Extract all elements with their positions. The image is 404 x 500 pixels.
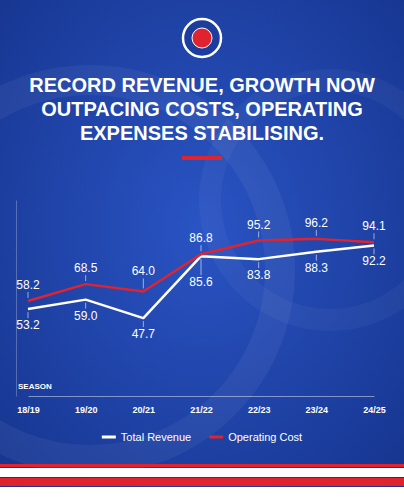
x-tick-label: 21/22	[190, 405, 213, 415]
x-tick-label: 23/24	[306, 405, 329, 415]
crest	[183, 19, 221, 57]
leader-line	[201, 245, 202, 251]
data-label: 92.2	[362, 254, 386, 268]
series-line	[28, 245, 374, 318]
y-axis	[16, 201, 17, 397]
data-label: 47.7	[132, 327, 156, 341]
x-axis-line	[29, 396, 375, 397]
title-line: OUTPACING COSTS, OPERATING	[41, 98, 363, 120]
leader-line	[316, 230, 317, 236]
stripe	[0, 468, 404, 477]
x-tick-label: 18/19	[17, 405, 40, 415]
data-label: 68.5	[74, 261, 98, 275]
leader-line	[374, 233, 375, 239]
data-label: 83.8	[247, 268, 271, 282]
data-label: 88.3	[305, 261, 329, 275]
x-axis-title: SEASON	[18, 382, 52, 391]
x-tick: 23/24	[306, 396, 329, 415]
leader-line	[143, 278, 144, 288]
x-tick: 19/20	[75, 396, 98, 415]
leader-line	[28, 292, 29, 298]
data-label: 58.2	[16, 278, 40, 292]
data-label: 64.0	[132, 264, 156, 278]
crest-centre	[192, 28, 212, 48]
title-underline	[182, 156, 222, 160]
x-tick: 22/23	[248, 396, 271, 415]
stripe	[0, 487, 404, 500]
chart: RECORD REVENUE, GROWTH NOWOUTPACING COST…	[0, 0, 404, 500]
leader-line	[201, 259, 202, 275]
legend-item: Total Revenue	[102, 431, 191, 443]
data-label: 86.8	[189, 231, 213, 245]
x-tick-label: 24/25	[363, 405, 386, 415]
crest-ring	[183, 19, 221, 57]
data-label: 94.1	[362, 219, 386, 233]
legend: Total Revenue Operating Cost	[102, 431, 302, 443]
x-tick: 20/21	[133, 396, 156, 415]
stripe	[0, 464, 404, 467]
leader-line	[85, 275, 86, 281]
data-labels: 53.2 59.0 47.7 85.6 83.8 88.3 92.2 58.2 68.5 64.0…	[16, 216, 386, 341]
stripe	[0, 478, 404, 486]
legend-label: Total Revenue	[121, 431, 191, 443]
legend-label: Operating Cost	[228, 431, 302, 443]
title-line: EXPENSES STABILISING.	[80, 122, 324, 144]
x-tick-label: 20/21	[133, 405, 156, 415]
x-axis: 18/19 19/20 20/21 21/22 22/23 23/24 24/25	[17, 396, 386, 415]
legend-swatch	[102, 436, 116, 439]
data-label: 95.2	[247, 218, 271, 232]
title: RECORD REVENUE, GROWTH NOWOUTPACING COST…	[29, 74, 375, 144]
y-axis-line	[16, 201, 17, 397]
legend-item: Operating Cost	[209, 431, 302, 443]
legend-swatch	[209, 436, 223, 439]
x-tick: 24/25	[363, 396, 386, 415]
data-label: 53.2	[16, 318, 40, 332]
data-label: 85.6	[189, 275, 213, 289]
x-tick: 21/22	[190, 396, 213, 415]
x-tick-label: 22/23	[248, 405, 271, 415]
x-tick-label: 19/20	[75, 405, 98, 415]
title-line: RECORD REVENUE, GROWTH NOW	[29, 74, 375, 96]
plot-lines	[28, 239, 374, 318]
leader-line	[258, 232, 259, 238]
x-tick: 18/19	[17, 396, 40, 415]
data-label: 59.0	[74, 309, 98, 323]
data-label: 96.2	[305, 216, 329, 230]
series-line	[28, 239, 374, 301]
